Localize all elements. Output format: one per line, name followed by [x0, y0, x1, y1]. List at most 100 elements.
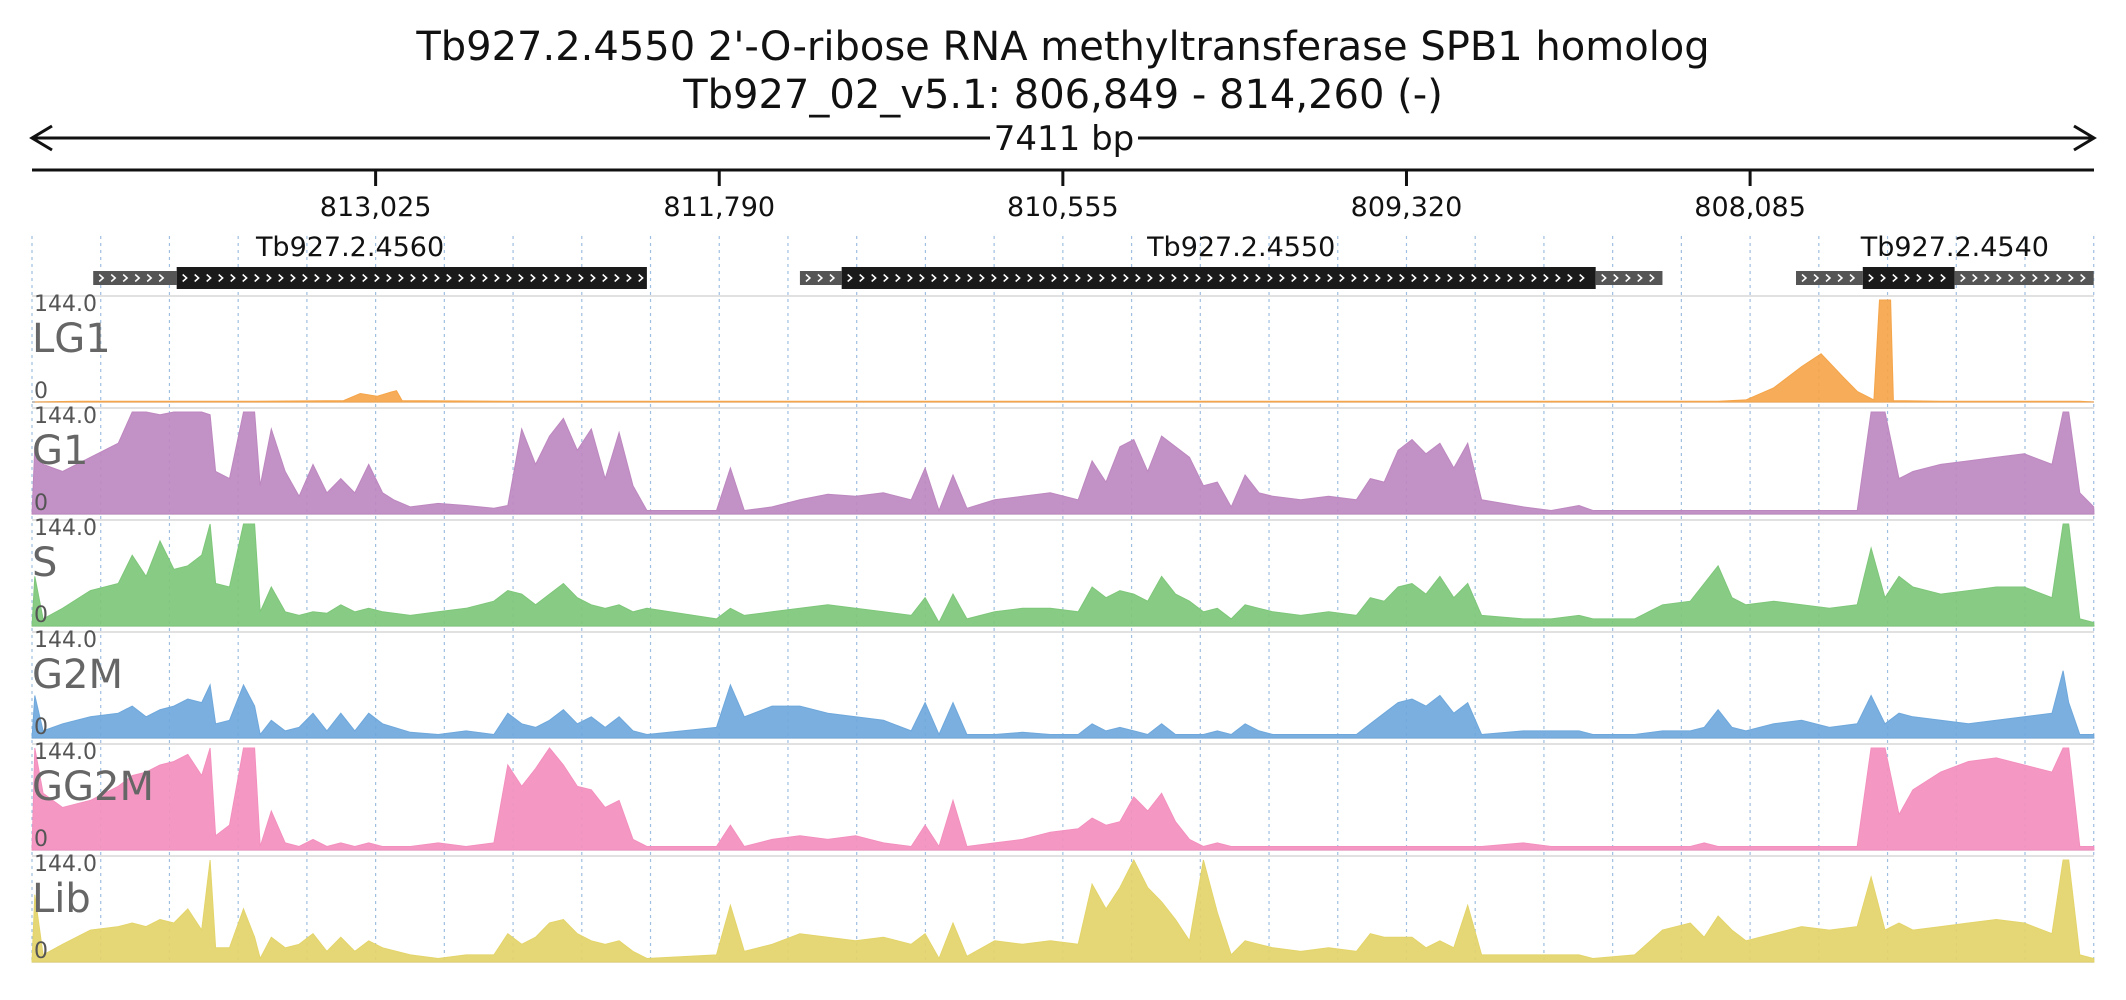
- gene-label: Tb927.2.4560: [255, 232, 444, 263]
- strand-chevron: [1147, 273, 1153, 283]
- strand-chevron: [374, 273, 380, 283]
- strand-chevron: [530, 273, 536, 283]
- coverage-area: [31, 858, 2095, 963]
- strand-chevron: [1135, 273, 1141, 283]
- strand-chevron: [1637, 273, 1643, 283]
- track-g2m: 144.0 0 G2M: [31, 628, 2095, 740]
- strand-chevron: [1243, 273, 1249, 283]
- strand-chevron: [1159, 273, 1165, 283]
- strand-chevron: [554, 273, 560, 283]
- strand-chevron: [1837, 273, 1844, 283]
- strand-chevron: [242, 273, 248, 283]
- strand-chevron: [302, 273, 308, 283]
- strand-chevron: [1291, 273, 1297, 283]
- strand-chevron: [1051, 273, 1057, 283]
- track-ymax-label: 144.0: [34, 404, 97, 429]
- strand-chevron: [1171, 273, 1177, 283]
- coverage-area: [31, 411, 2095, 515]
- track-ymin-label: 0: [34, 715, 48, 740]
- strand-chevron: [590, 273, 596, 283]
- strand-chevron: [1411, 273, 1417, 283]
- strand-chevron: [1123, 273, 1129, 283]
- strand-chevron: [931, 273, 937, 283]
- track-name-label: GG2M: [32, 764, 154, 810]
- span-arrow-right-head: [2073, 124, 2097, 152]
- strand-chevron: [1255, 273, 1261, 283]
- strand-chevron: [326, 273, 332, 283]
- strand-chevron: [446, 273, 452, 283]
- strand-chevron: [1531, 273, 1537, 283]
- coverage-area: [31, 523, 2095, 627]
- strand-chevron: [1483, 273, 1489, 283]
- strand-chevron: [1027, 273, 1033, 283]
- strand-chevron: [1087, 273, 1093, 283]
- strand-chevron: [1339, 273, 1345, 283]
- coverage-area: [31, 747, 2095, 851]
- strand-chevron: [1375, 273, 1381, 283]
- gridlines: [31, 236, 2095, 962]
- gene-model: Tb927.2.4560: [93, 232, 647, 289]
- strand-chevron: [386, 273, 392, 283]
- coverage-tracks: 144.00LG1144.00G1144.00S144.00G2M144.00G…: [31, 292, 2095, 964]
- axis-tick-label: 808,085: [1694, 192, 1806, 223]
- strand-chevron: [805, 273, 812, 283]
- track-name-label: Lib: [32, 876, 91, 922]
- strand-chevron: [1219, 273, 1225, 283]
- strand-chevron: [943, 273, 949, 283]
- strand-chevron: [1825, 273, 1832, 283]
- strand-chevron: [350, 273, 356, 283]
- track-g1: 144.0 0 G1: [31, 404, 2095, 516]
- strand-chevron: [1996, 273, 2002, 283]
- strand-chevron: [1507, 273, 1513, 283]
- strand-chevron: [482, 273, 488, 283]
- strand-chevron: [1327, 273, 1333, 283]
- strand-chevron: [578, 273, 584, 283]
- track-ymin-label: 0: [34, 827, 48, 852]
- strand-chevron: [1928, 273, 1934, 283]
- track-lg1: 144.0 0 LG1: [32, 292, 2095, 404]
- strand-chevron: [206, 273, 212, 283]
- strand-chevron: [1613, 273, 1619, 283]
- figure-subtitle: Tb927_02_v5.1: 806,849 - 814,260 (-): [682, 72, 1443, 118]
- strand-chevron: [2044, 273, 2050, 283]
- strand-chevron: [1183, 273, 1189, 283]
- strand-chevron: [967, 273, 973, 283]
- strand-chevron: [602, 273, 608, 283]
- span-arrow-left-head: [29, 124, 53, 152]
- strand-chevron: [1279, 273, 1285, 283]
- strand-chevron: [410, 273, 416, 283]
- track-gg2m: 144.0 0 GG2M: [31, 740, 2095, 852]
- strand-chevron: [883, 273, 889, 283]
- strand-chevron: [626, 273, 632, 283]
- track-ymin-label: 0: [34, 491, 48, 516]
- track-ymin-label: 0: [34, 603, 48, 628]
- strand-chevron: [146, 273, 153, 283]
- strand-chevron: [398, 273, 404, 283]
- strand-chevron: [1003, 273, 1009, 283]
- strand-chevron: [1984, 273, 1990, 283]
- strand-chevron: [1399, 273, 1405, 283]
- track-name-label: G1: [32, 428, 88, 474]
- strand-chevron: [1960, 273, 1966, 283]
- strand-chevron: [254, 273, 260, 283]
- strand-chevron: [266, 273, 272, 283]
- strand-chevron: [1625, 273, 1631, 283]
- strand-chevron: [1543, 273, 1549, 283]
- track-ymax-label: 144.0: [34, 852, 97, 877]
- strand-chevron: [847, 273, 853, 283]
- strand-chevron: [638, 273, 644, 283]
- strand-chevron: [218, 273, 224, 283]
- strand-chevron: [1267, 273, 1273, 283]
- strand-chevron: [1555, 273, 1561, 283]
- gene-label: Tb927.2.4540: [1860, 232, 2049, 263]
- strand-chevron: [1363, 273, 1369, 283]
- track-s: 144.0 0 S: [31, 516, 2095, 628]
- gene-cds: [841, 267, 1596, 289]
- strand-chevron: [98, 273, 105, 283]
- strand-chevron: [1099, 273, 1105, 283]
- strand-chevron: [1447, 273, 1453, 283]
- track-ymax-label: 144.0: [34, 740, 97, 765]
- strand-chevron: [1351, 273, 1357, 283]
- strand-chevron: [2020, 273, 2026, 283]
- gene-utr: [93, 271, 177, 285]
